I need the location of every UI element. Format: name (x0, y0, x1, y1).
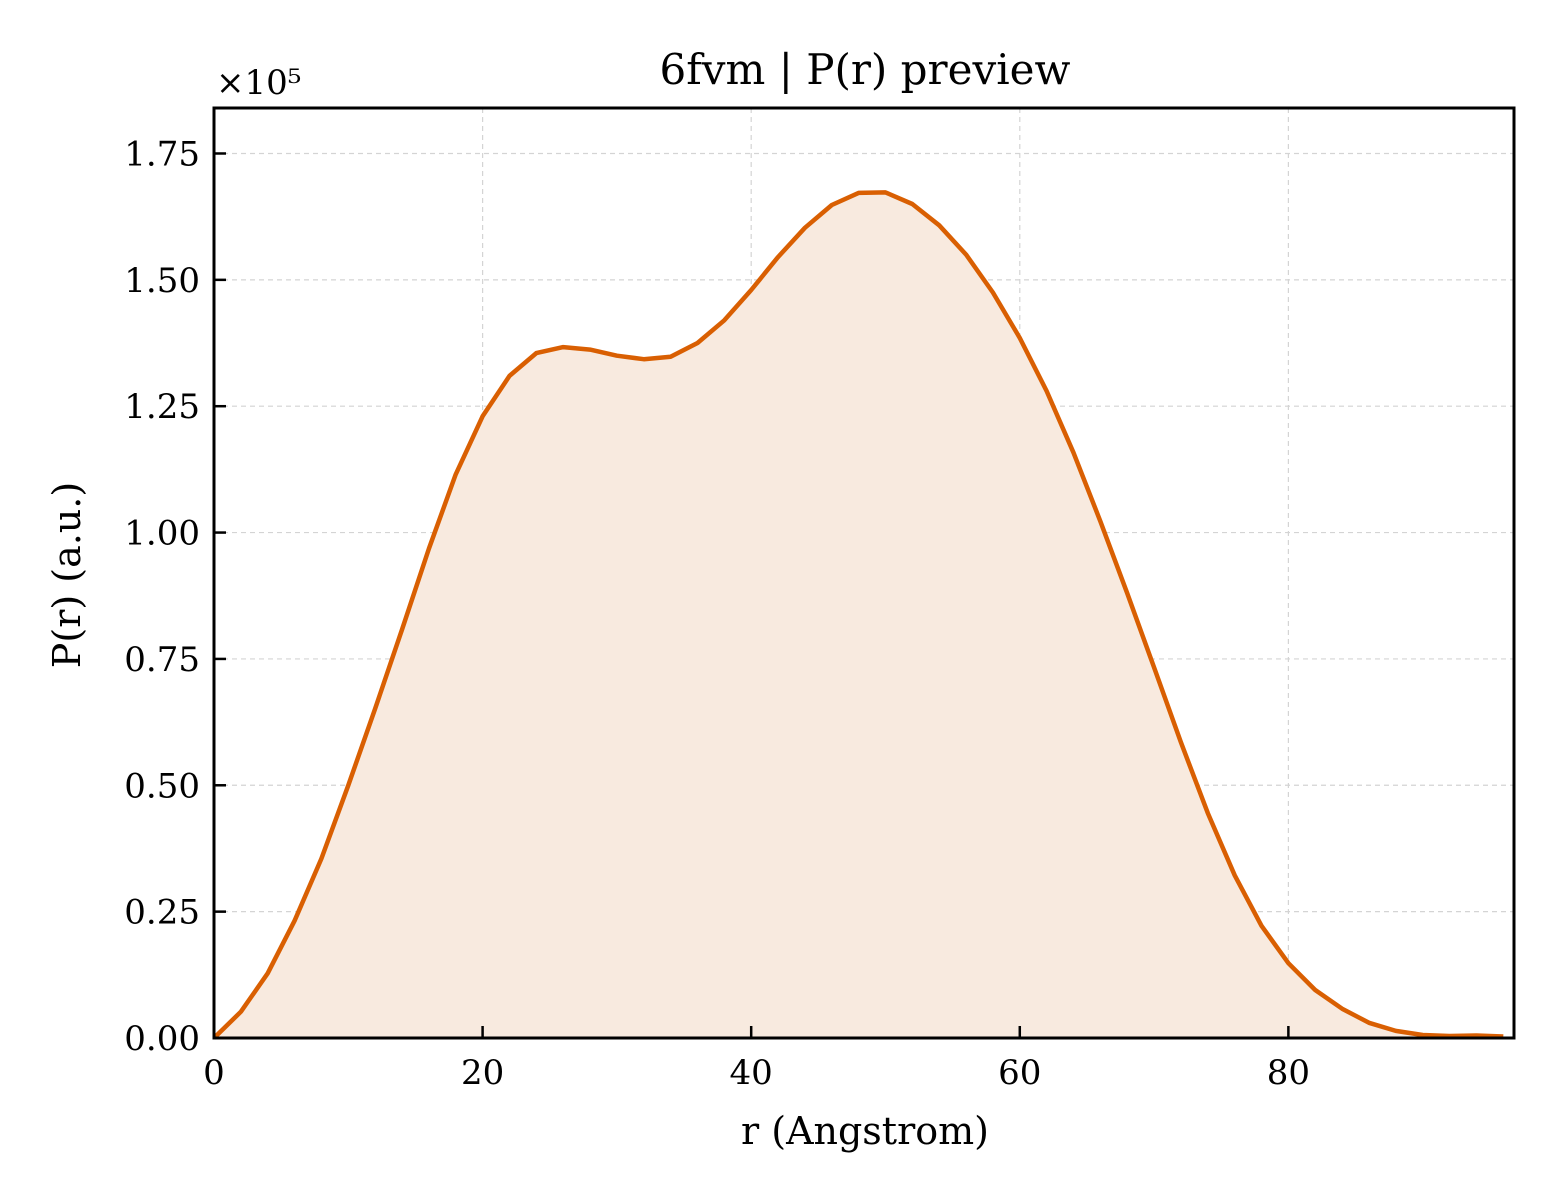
y-tick-label: 1.25 (124, 387, 200, 427)
y-tick-label: 0.50 (124, 766, 200, 806)
x-axis-title: r (Angstrom) (741, 1109, 989, 1153)
plot-frame (212, 106, 1516, 1040)
y-tick-label: 1.00 (124, 514, 200, 554)
chart-title: 6fvm | P(r) preview (660, 45, 1071, 94)
x-tick-label: 80 (1267, 1053, 1310, 1093)
x-tick-label: 0 (203, 1053, 225, 1093)
distribution-line (212, 190, 1504, 1040)
y-tick-label: 0.00 (124, 1019, 200, 1059)
y-tick-label: 0.25 (124, 893, 200, 933)
y-axis-title: P(r) (a.u.) (45, 482, 89, 668)
x-tick-label: 40 (730, 1053, 773, 1093)
distribution-area-fill (214, 192, 1504, 1038)
y-tick-label: 1.75 (124, 134, 200, 174)
axis-ticks: 0 20 40 60 80 0.00 0.25 0.50 0.75 1.00 1.25 1.50 1.7… (124, 134, 1310, 1093)
x-tick-label: 20 (461, 1053, 504, 1093)
y-axis-multiplier: ×10⁵ (216, 63, 301, 103)
y-tick-label: 0.75 (124, 640, 200, 680)
x-tick-label: 60 (998, 1053, 1041, 1093)
y-tick-label: 1.50 (124, 261, 200, 301)
